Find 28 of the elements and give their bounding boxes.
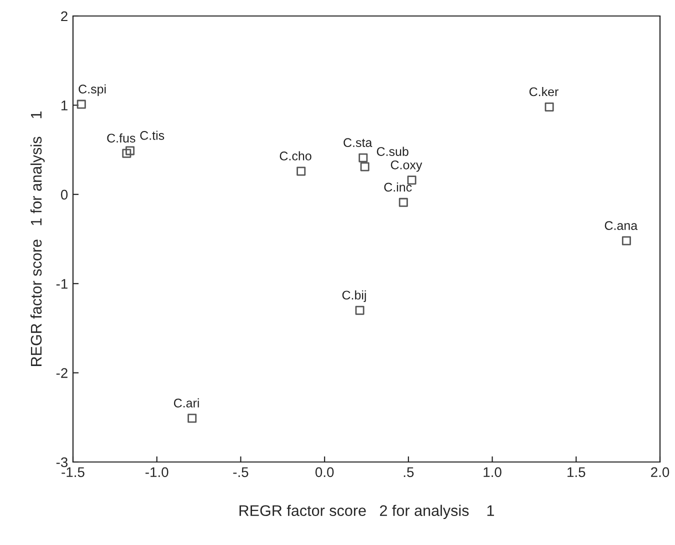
- data-label: C.tis: [140, 130, 164, 140]
- y-tick-label: 0: [60, 190, 68, 200]
- y-tick-label: -3: [56, 457, 68, 468]
- data-label: C.sub: [376, 146, 408, 156]
- x-tick-label: .5: [404, 467, 414, 478]
- data-label: C.sta: [344, 138, 372, 148]
- data-label: C.cho: [280, 151, 312, 160]
- x-tick-label: -1.0: [146, 467, 168, 478]
- data-label: C.ana: [604, 221, 638, 230]
- data-label: C.inc: [384, 182, 412, 192]
- data-label: C.fus: [107, 133, 136, 143]
- data-label: C.oxy: [390, 160, 422, 172]
- x-tick-label: -.5: [233, 467, 248, 478]
- x-tick-label: 1.5: [568, 467, 586, 478]
- x-tick-label: -1.5: [62, 467, 84, 478]
- data-label: C.spi: [78, 84, 106, 96]
- y-tick-label: 2: [61, 11, 68, 22]
- y-axis-title: REGR factor score 1 for analysis 1: [30, 112, 45, 366]
- data-label: C.ker: [529, 87, 558, 96]
- y-tick-label: 1: [61, 100, 68, 110]
- x-axis-title: REGR factor score 2 for analysis 1: [240, 504, 494, 520]
- y-tick-label: -2: [56, 368, 68, 378]
- y-tick-label: -1: [56, 279, 68, 289]
- x-tick-label: 0.0: [315, 467, 334, 478]
- x-tick-label: 1.0: [484, 467, 502, 478]
- data-label: C.ari: [174, 398, 199, 408]
- data-label: C.bij: [342, 290, 366, 302]
- x-tick-label: 2.0: [651, 467, 670, 478]
